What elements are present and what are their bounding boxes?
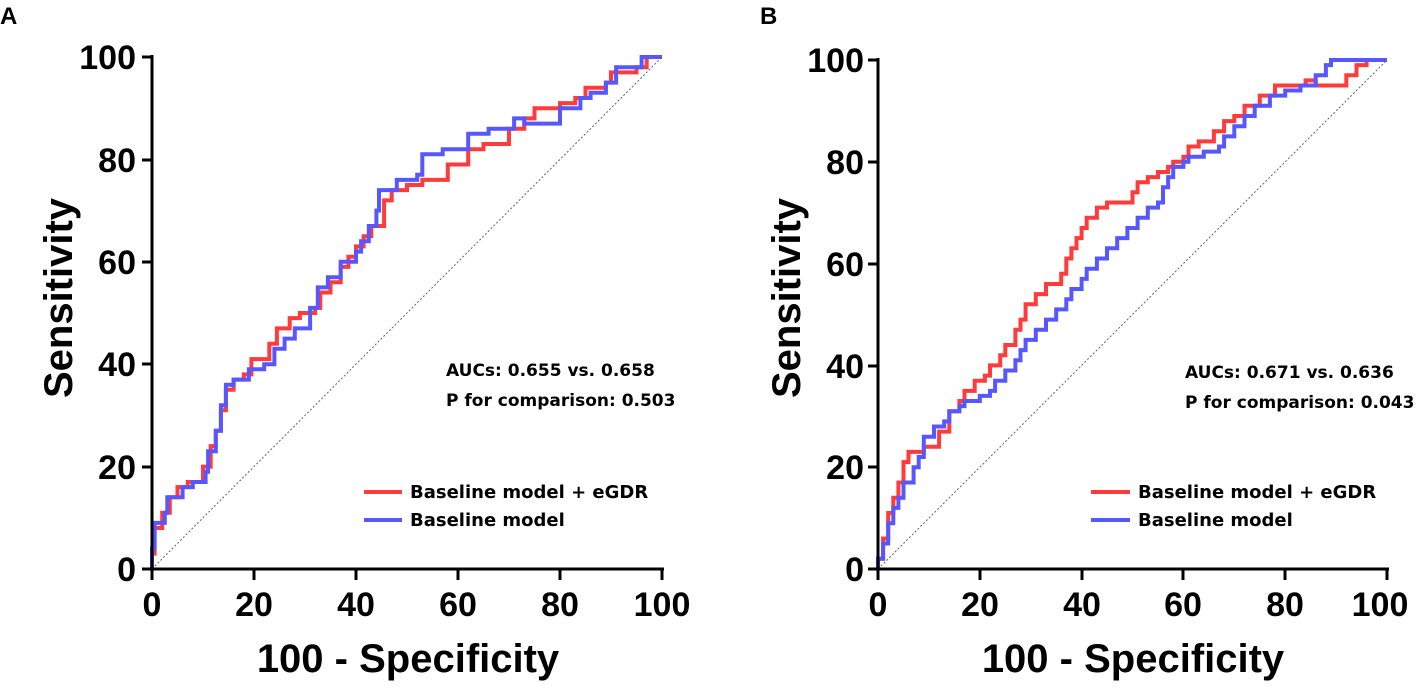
y-tick-label: 60: [98, 244, 136, 282]
legend-label: Baseline model: [410, 510, 565, 531]
x-tick-label: 40: [337, 586, 375, 624]
y-axis-title-a: Sensitivity: [37, 197, 81, 398]
x-tick-label: 60: [1164, 586, 1202, 624]
y-axis-title-b: Sensitivity: [765, 197, 809, 398]
y-tick-label: 20: [98, 449, 136, 487]
y-tick-label: 60: [826, 246, 864, 284]
y-ticks-b: 0 20 40 60 80 100: [807, 42, 878, 589]
x-tick-label: 0: [143, 586, 162, 624]
series-line-baseline-egdr-b: [876, 58, 1387, 569]
x-tick-label: 0: [869, 586, 888, 624]
annotation-auc-a: AUCs: 0.655 vs. 0.658: [446, 361, 655, 381]
y-tick-label: 100: [79, 39, 136, 77]
panel-label-b: B: [760, 3, 777, 30]
annotation-p-b: P for comparison: 0.043: [1185, 393, 1414, 413]
x-tick-label: 80: [541, 586, 579, 624]
panel-a: A 0 20 40 60 80 100: [0, 3, 690, 681]
x-tick-label: 100: [1352, 586, 1409, 624]
annotation-auc-b: AUCs: 0.671 vs. 0.636: [1185, 363, 1394, 383]
y-ticks-a: 0 20 40 60 80 100: [79, 39, 152, 589]
x-tick-label: 20: [961, 586, 999, 624]
y-tick-label: 40: [826, 348, 864, 386]
x-tick-label: 80: [1266, 586, 1304, 624]
x-axis-title-a: 100 - Specificity: [257, 637, 560, 681]
panel-label-a: A: [0, 3, 17, 30]
x-ticks-a: 0 20 40 60 80 100: [143, 569, 691, 624]
legend-a: Baseline model + eGDR Baseline model: [364, 482, 648, 531]
y-tick-label: 0: [845, 551, 864, 589]
y-tick-label: 80: [826, 144, 864, 182]
series-line-baseline-a: [150, 55, 662, 569]
x-tick-label: 20: [235, 586, 273, 624]
x-tick-label: 100: [634, 586, 691, 624]
legend-label: Baseline model + eGDR: [410, 482, 648, 503]
panel-b: B 0 20 40 60 80 100: [760, 3, 1414, 681]
series-line-baseline-b: [876, 58, 1387, 569]
y-tick-label: 20: [826, 449, 864, 487]
y-tick-label: 80: [98, 142, 136, 180]
reference-diagonal-a: [151, 56, 663, 570]
series-lines-b: [876, 58, 1387, 569]
x-ticks-b: 0 20 40 60 80 100: [869, 569, 1409, 624]
legend-label: Baseline model: [1138, 510, 1293, 531]
y-tick-label: 40: [98, 346, 136, 384]
annotation-p-a: P for comparison: 0.503: [446, 391, 675, 411]
series-lines-a: [150, 55, 662, 569]
x-tick-label: 60: [439, 586, 477, 624]
x-axis-title-b: 100 - Specificity: [982, 637, 1285, 681]
legend-label: Baseline model + eGDR: [1138, 482, 1376, 503]
x-tick-label: 40: [1063, 586, 1101, 624]
y-tick-label: 100: [807, 42, 864, 80]
legend-b: Baseline model + eGDR Baseline model: [1091, 482, 1376, 531]
y-tick-label: 0: [117, 551, 136, 589]
